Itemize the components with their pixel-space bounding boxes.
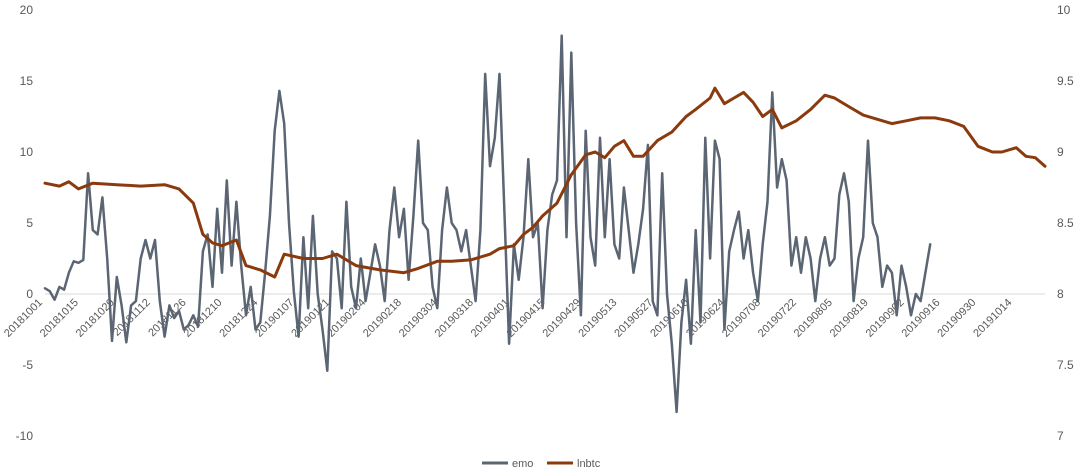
series-line-lnbtc: [43, 86, 1047, 279]
x-tick-label: 20191014: [971, 297, 1014, 340]
y-right-tick-label: 7.5: [1057, 358, 1074, 372]
legend-label-lnbtc[interactable]: lnbtc: [577, 458, 601, 470]
y-right-tick-label: 10: [1057, 3, 1071, 17]
y-left-tick-label: 0: [26, 287, 33, 301]
y-right-tick-label: 9.5: [1057, 74, 1074, 88]
y-left-tick-label: 10: [20, 145, 34, 159]
series-layer: [43, 34, 1047, 414]
y-left-tick-label: -10: [16, 429, 34, 443]
y-left-tick-label: -5: [22, 358, 33, 372]
y-right-tick-label: 8.5: [1057, 216, 1074, 230]
y-left-tick-label: 5: [26, 216, 33, 230]
series-line-emo: [43, 34, 932, 414]
legend[interactable]: emo lnbtc: [482, 458, 601, 470]
y-right-tick-label: 7: [1057, 429, 1064, 443]
y-right-tick-label: 9: [1057, 145, 1064, 159]
legend-label-emo[interactable]: emo: [512, 458, 533, 470]
y-left-tick-label: 15: [20, 74, 34, 88]
y-right-tick-labels: 7 7.5 8 8.5 9 9.5 10: [1057, 3, 1074, 443]
y-left-tick-label: 20: [20, 3, 34, 17]
y-right-tick-label: 8: [1057, 287, 1064, 301]
y-left-tick-labels: -10 -5 0 5 10 15 20: [16, 3, 34, 443]
